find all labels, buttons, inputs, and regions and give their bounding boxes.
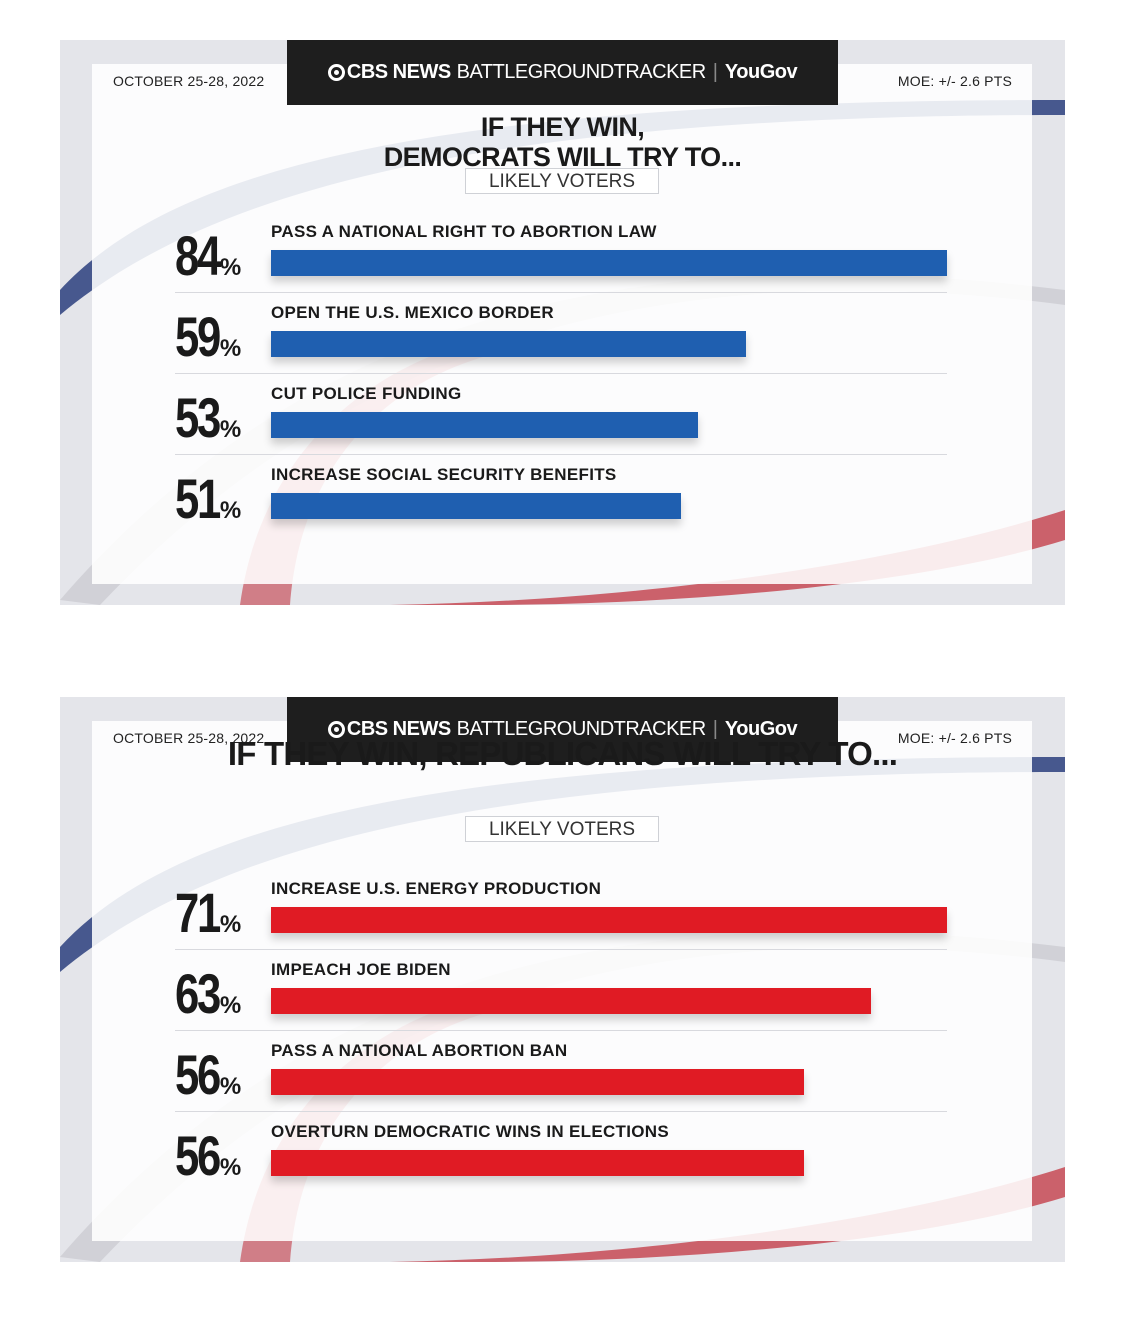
value-unit: % bbox=[219, 992, 242, 1019]
value-label: 56% bbox=[175, 1042, 270, 1107]
margin-of-error: MOE: +/- 2.6 PTS bbox=[897, 730, 1012, 746]
value-number: 56 bbox=[175, 1124, 221, 1187]
category-label: INCREASE SOCIAL SECURITY BENEFITS bbox=[271, 465, 617, 484]
value-unit: % bbox=[219, 335, 242, 362]
brand-separator: | bbox=[712, 61, 718, 83]
value-number: 71 bbox=[175, 881, 221, 944]
margin-of-error: MOE: +/- 2.6 PTS bbox=[897, 73, 1012, 89]
brand-sub: BATTLEGROUNDTRACKER bbox=[456, 61, 707, 83]
survey-date: OCTOBER 25-28, 2022 bbox=[113, 730, 265, 746]
bar bbox=[271, 412, 698, 438]
bar bbox=[271, 1150, 805, 1176]
value-number: 63 bbox=[175, 962, 221, 1025]
value-label: 51% bbox=[175, 466, 270, 531]
row-divider bbox=[175, 1030, 947, 1031]
value-label: 63% bbox=[175, 961, 270, 1026]
chart-title: IF THEY WIN, REPUBLICANS WILL TRY TO... bbox=[227, 735, 898, 772]
category-label: INCREASE U.S. ENERGY PRODUCTION bbox=[271, 879, 602, 898]
cbs-eye-icon bbox=[327, 64, 345, 81]
category-label: PASS A NATIONAL RIGHT TO ABORTION LAW bbox=[271, 222, 657, 241]
brand-main: CBS NEWS bbox=[346, 61, 451, 83]
bar bbox=[271, 907, 947, 933]
brand-header: CBS NEWS BATTLEGROUNDTRACKER | YouGov bbox=[287, 40, 838, 105]
brand-main: CBS NEWS bbox=[346, 718, 451, 740]
value-unit: % bbox=[219, 1073, 242, 1100]
value-label: 53% bbox=[175, 385, 270, 450]
row-divider bbox=[175, 454, 947, 455]
brand-separator: | bbox=[712, 718, 718, 740]
value-label: 56% bbox=[175, 1123, 270, 1188]
cbs-eye-icon bbox=[327, 721, 345, 738]
chart-panel-republicans: OCTOBER 25-28, 2022 MOE: +/- 2.6 PTS CBS… bbox=[60, 697, 1065, 1262]
row-divider bbox=[175, 373, 947, 374]
value-unit: % bbox=[219, 497, 242, 524]
bar bbox=[271, 331, 746, 357]
survey-date: OCTOBER 25-28, 2022 bbox=[113, 73, 265, 89]
chart-panel-democrats: OCTOBER 25-28, 2022 MOE: +/- 2.6 PTS CBS… bbox=[60, 40, 1065, 605]
category-label: OVERTURN DEMOCRATIC WINS IN ELECTIONS bbox=[271, 1122, 670, 1141]
value-number: 56 bbox=[175, 1043, 221, 1106]
brand-sub: BATTLEGROUNDTRACKER bbox=[456, 718, 707, 740]
value-label: 84% bbox=[175, 223, 270, 288]
brand-partner: YouGov bbox=[724, 718, 798, 740]
value-number: 53 bbox=[175, 386, 221, 449]
row-divider bbox=[175, 292, 947, 293]
chart-title-line-1: IF THEY WIN, bbox=[480, 112, 645, 142]
brand-partner: YouGov bbox=[724, 61, 798, 83]
chart-title: IF THEY WIN, DEMOCRATS WILL TRY TO... bbox=[60, 112, 1065, 172]
bar bbox=[271, 1069, 805, 1095]
category-label: IMPEACH JOE BIDEN bbox=[271, 960, 451, 979]
category-label: PASS A NATIONAL ABORTION BAN bbox=[271, 1041, 568, 1060]
category-label: OPEN THE U.S. MEXICO BORDER bbox=[271, 303, 554, 322]
chart-title-line-2: DEMOCRATS WILL TRY TO... bbox=[383, 142, 742, 172]
category-label: CUT POLICE FUNDING bbox=[271, 384, 462, 403]
brand-header: CBS NEWS BATTLEGROUNDTRACKER | YouGov bbox=[287, 697, 838, 762]
chart-subtitle: LIKELY VOTERS bbox=[465, 816, 659, 842]
value-label: 71% bbox=[175, 880, 270, 945]
value-label: 59% bbox=[175, 304, 270, 369]
value-unit: % bbox=[219, 1154, 242, 1181]
row-divider bbox=[175, 949, 947, 950]
value-unit: % bbox=[219, 911, 242, 938]
value-number: 84 bbox=[175, 224, 221, 287]
value-number: 51 bbox=[175, 467, 221, 530]
value-number: 59 bbox=[175, 305, 221, 368]
value-unit: % bbox=[219, 416, 242, 443]
bar bbox=[271, 988, 871, 1014]
chart-subtitle: LIKELY VOTERS bbox=[465, 168, 659, 194]
bar bbox=[271, 493, 682, 519]
row-divider bbox=[175, 1111, 947, 1112]
value-unit: % bbox=[219, 254, 242, 281]
bar bbox=[271, 250, 947, 276]
